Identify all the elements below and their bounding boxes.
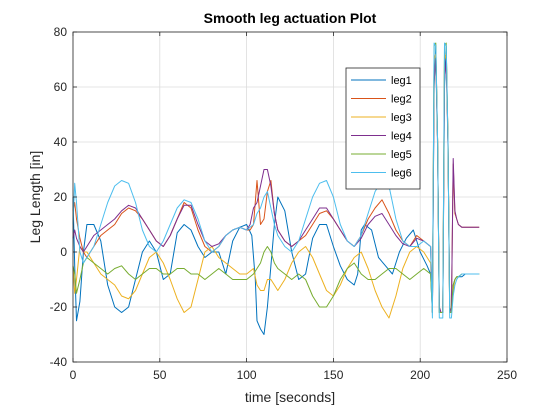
x-tick-label: 250 xyxy=(497,368,517,382)
series-line-leg4 xyxy=(72,59,480,313)
y-tick-label: 20 xyxy=(54,190,68,204)
y-tick-label: 0 xyxy=(60,245,67,259)
y-tick-label: 80 xyxy=(54,25,68,39)
x-axis-label: time [seconds] xyxy=(245,389,335,405)
chart-title: Smooth leg actuation Plot xyxy=(204,10,377,26)
x-tick-label: 200 xyxy=(410,368,430,382)
x-tick-label: 100 xyxy=(237,368,257,382)
legend-entry-leg1: leg1 xyxy=(391,75,412,87)
series-layer xyxy=(72,42,480,335)
series-line-leg3 xyxy=(72,53,480,319)
legend-entry-leg6: leg6 xyxy=(391,168,412,180)
x-tick-label: 0 xyxy=(70,368,77,382)
grid xyxy=(72,31,508,363)
series-line-leg5 xyxy=(72,42,480,313)
y-tick-label: -20 xyxy=(50,300,68,314)
y-tick-label: 40 xyxy=(54,135,68,149)
legend-entry-leg3: leg3 xyxy=(391,112,412,124)
y-tick-label: -40 xyxy=(50,355,68,369)
y-tick-label: 60 xyxy=(54,80,68,94)
series-line-leg6 xyxy=(72,42,480,319)
axis-ticks: 0 50 100 150 200 250 -40 -20 0 20 40 60 80 xyxy=(50,25,518,382)
legend-entry-leg5: leg5 xyxy=(391,149,412,161)
y-axis-label: Leg Length [in] xyxy=(27,151,43,244)
legend-entry-leg2: leg2 xyxy=(391,94,412,106)
x-tick-label: 150 xyxy=(323,368,343,382)
legend-entry-leg4: leg4 xyxy=(391,131,412,143)
legend-box xyxy=(345,67,421,190)
legend: leg1 leg2 leg3 leg4 leg5 leg6 xyxy=(345,67,421,190)
x-tick-label: 50 xyxy=(153,368,167,382)
